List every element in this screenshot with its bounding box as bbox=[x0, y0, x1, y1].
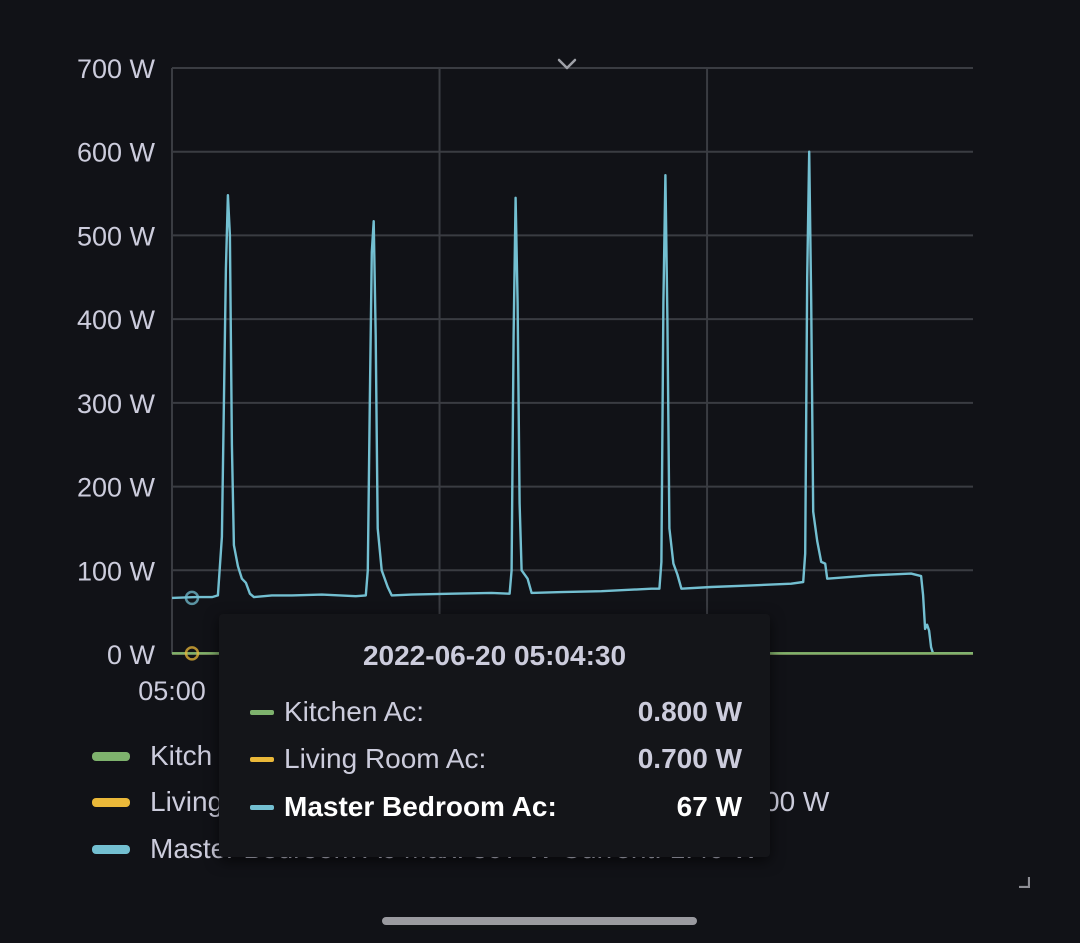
tooltip-value: 0.800 W bbox=[637, 696, 742, 727]
tooltip-value: 67 W bbox=[676, 791, 742, 822]
series-line-master-bedroom-ac bbox=[171, 150, 973, 655]
chart-grid bbox=[171, 67, 973, 655]
tooltip-row-master-bedroom: Master Bedroom Ac: 67 W bbox=[250, 787, 742, 827]
legend-swatch bbox=[92, 751, 130, 761]
tooltip-swatch bbox=[250, 709, 274, 715]
tooltip-label: Living Room Ac: bbox=[284, 743, 487, 774]
tooltip-swatch bbox=[250, 756, 274, 762]
y-tick-label: 200 W bbox=[77, 473, 156, 503]
y-tick-label: 300 W bbox=[77, 389, 156, 419]
tooltip-timestamp: 2022-06-20 05:04:30 bbox=[362, 640, 627, 671]
tooltip-swatch bbox=[250, 804, 274, 810]
y-axis-ticks: 0 W 100 W 200 W 300 W 400 W 500 W 600 W 700 W bbox=[77, 54, 156, 670]
chevron-down-icon[interactable] bbox=[556, 56, 578, 72]
tooltip-label: Kitchen Ac: bbox=[284, 696, 425, 727]
tooltip-row-living-room: Living Room Ac: 0.700 W bbox=[250, 739, 742, 779]
legend-item-kitchen[interactable]: Kitch bbox=[92, 736, 212, 776]
legend-living-room-current: 00 W bbox=[764, 786, 830, 817]
legend-label: Kitch bbox=[150, 740, 213, 771]
x-axis-ticks: 05:00 bbox=[138, 676, 206, 706]
legend-item-living-room[interactable]: Living bbox=[92, 782, 223, 822]
tooltip-label: Master Bedroom Ac: bbox=[284, 791, 557, 822]
y-tick-label: 0 W bbox=[107, 640, 156, 670]
legend-swatch bbox=[92, 844, 130, 854]
legend-swatch bbox=[92, 797, 130, 807]
x-tick-label: 05:00 bbox=[138, 676, 206, 706]
hover-point-marker bbox=[184, 590, 200, 606]
hover-tooltip: 2022-06-20 05:04:30 Kitchen Ac: 0.800 W … bbox=[219, 614, 770, 857]
y-tick-label: 700 W bbox=[77, 54, 156, 84]
hover-point-marker bbox=[184, 646, 200, 661]
home-indicator bbox=[382, 917, 697, 925]
y-tick-label: 100 W bbox=[77, 556, 156, 586]
y-tick-label: 500 W bbox=[77, 221, 156, 251]
y-tick-label: 600 W bbox=[77, 138, 156, 168]
tooltip-row-kitchen: Kitchen Ac: 0.800 W bbox=[250, 692, 742, 732]
tooltip-value: 0.700 W bbox=[637, 743, 742, 774]
resize-handle-icon[interactable] bbox=[1018, 876, 1030, 888]
hover-markers bbox=[184, 590, 200, 661]
y-tick-label: 400 W bbox=[77, 305, 156, 335]
legend-label: Living bbox=[150, 786, 224, 817]
